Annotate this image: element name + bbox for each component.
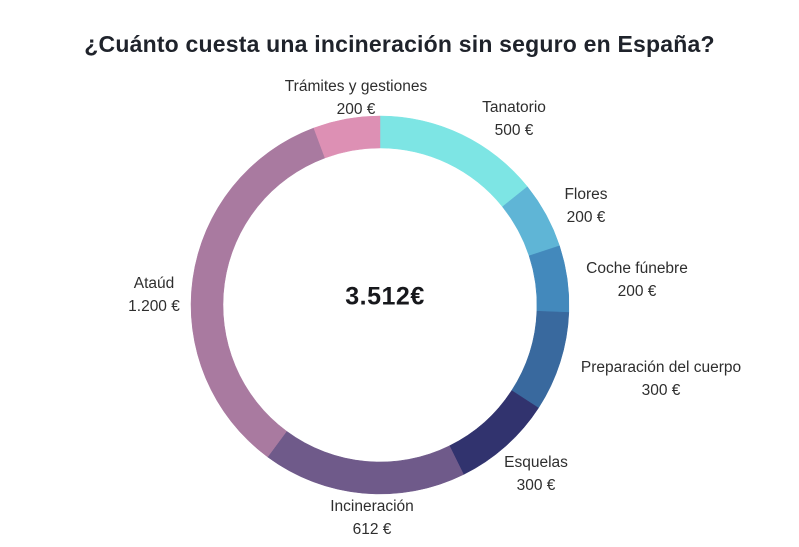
donut-segment-incineracion bbox=[267, 430, 464, 495]
slice-value: 500 € bbox=[494, 122, 534, 139]
slice-label-tanatorio: Tanatorio 500 € bbox=[482, 96, 546, 142]
slice-name: Ataúd bbox=[133, 275, 175, 292]
slice-name: Incineración bbox=[330, 498, 414, 515]
slice-name: Preparación del cuerpo bbox=[580, 359, 742, 376]
slice-label-preparacion-del-cuerpo: Preparación del cuerpo 300 € bbox=[581, 356, 741, 402]
slice-value: 200 € bbox=[617, 283, 657, 300]
slice-name: Esquelas bbox=[504, 454, 568, 471]
slice-name: Tanatorio bbox=[482, 99, 546, 116]
donut-segment-preparacion-del-cuerpo bbox=[511, 310, 570, 409]
slice-label-coche-funebre: Coche fúnebre 200 € bbox=[586, 257, 688, 303]
donut-segment-ataud bbox=[190, 127, 326, 458]
slice-label-incineracion: Incineración 612 € bbox=[330, 495, 414, 541]
slice-label-ataud: Ataúd 1.200 € bbox=[128, 272, 180, 318]
slice-value: 300 € bbox=[641, 382, 681, 399]
slice-label-flores: Flores 200 € bbox=[564, 183, 607, 229]
slice-value: 1.200 € bbox=[128, 298, 180, 315]
slice-name: Flores bbox=[564, 186, 608, 203]
slice-label-esquelas: Esquelas 300 € bbox=[504, 451, 568, 497]
donut-segment-coche-funebre bbox=[528, 245, 570, 313]
slice-name: Trámites y gestiones bbox=[284, 78, 428, 95]
slice-name: Coche fúnebre bbox=[586, 260, 688, 277]
slice-value: 200 € bbox=[566, 209, 606, 226]
chart-title: ¿Cuánto cuesta una incineración sin segu… bbox=[84, 31, 715, 57]
slice-value: 200 € bbox=[336, 101, 376, 118]
slice-value: 300 € bbox=[516, 477, 556, 494]
donut-segment-tramites-y-gestiones bbox=[313, 115, 381, 159]
slice-value: 612 € bbox=[352, 521, 392, 538]
donut-center-total: 3.512€ bbox=[345, 282, 425, 311]
slice-label-tramites-y-gestiones: Trámites y gestiones 200 € bbox=[285, 75, 427, 121]
